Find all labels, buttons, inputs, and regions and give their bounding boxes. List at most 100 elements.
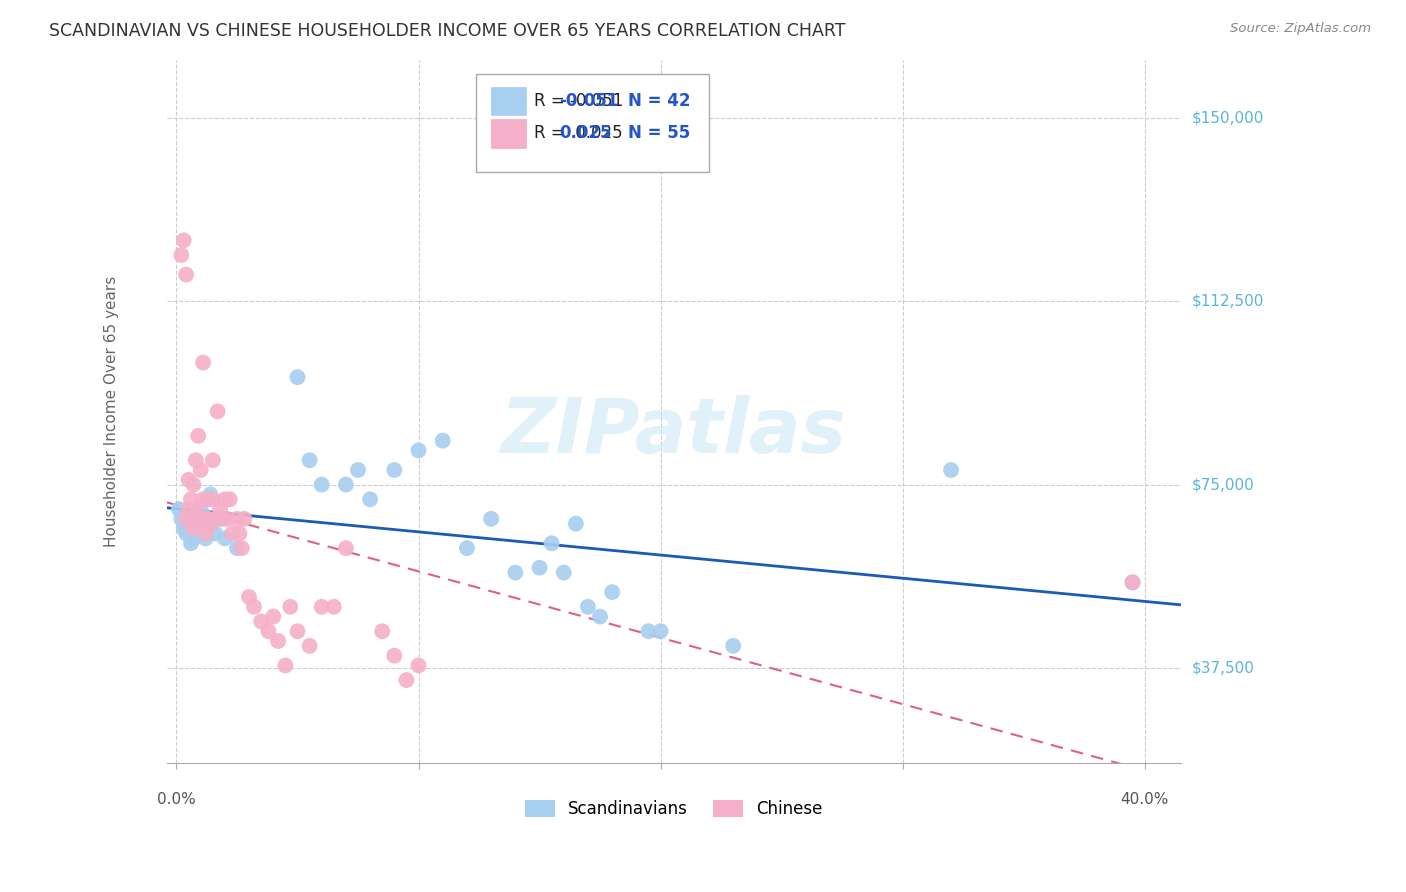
Point <box>214 492 236 507</box>
Text: SCANDINAVIAN VS CHINESE HOUSEHOLDER INCOME OVER 65 YEARS CORRELATION CHART: SCANDINAVIAN VS CHINESE HOUSEHOLDER INCO… <box>49 22 846 40</box>
Point <box>194 512 217 526</box>
Point <box>183 477 205 491</box>
Point <box>600 585 623 599</box>
Point <box>177 502 200 516</box>
Point <box>1122 575 1144 590</box>
Point <box>207 404 229 418</box>
FancyBboxPatch shape <box>477 74 710 172</box>
Point <box>204 526 226 541</box>
Point <box>274 658 297 673</box>
Point <box>287 624 309 639</box>
Point <box>187 512 209 526</box>
Point <box>650 624 672 639</box>
Point <box>382 463 405 477</box>
Point <box>204 512 226 526</box>
Point <box>456 541 478 556</box>
Point <box>298 453 321 467</box>
Point <box>238 590 260 604</box>
Point <box>1122 575 1144 590</box>
Point <box>183 532 205 546</box>
Point <box>174 526 197 541</box>
Point <box>278 599 301 614</box>
Point <box>231 541 253 556</box>
Point <box>359 492 381 507</box>
Point <box>233 512 256 526</box>
Point <box>311 477 333 491</box>
Point <box>190 512 212 526</box>
Point <box>183 522 205 536</box>
Text: 40.0%: 40.0% <box>1121 792 1168 807</box>
Point <box>565 516 588 531</box>
Point <box>589 609 612 624</box>
Point <box>170 512 193 526</box>
Point <box>174 512 197 526</box>
Point <box>187 526 209 541</box>
Point <box>408 443 430 458</box>
Point <box>637 624 659 639</box>
Point <box>180 536 202 550</box>
Point <box>221 526 243 541</box>
Point <box>217 512 239 526</box>
Point <box>395 673 418 687</box>
Point <box>211 512 233 526</box>
Point <box>201 492 224 507</box>
Point <box>187 429 209 443</box>
Point <box>197 492 219 507</box>
Point <box>173 522 195 536</box>
Point <box>257 624 280 639</box>
Point <box>479 512 502 526</box>
Point <box>167 502 190 516</box>
Point <box>170 248 193 262</box>
Point <box>200 516 222 531</box>
Text: -0.051: -0.051 <box>560 92 619 110</box>
Point <box>335 541 357 556</box>
Point <box>576 599 599 614</box>
Point <box>226 512 249 526</box>
Point <box>371 624 394 639</box>
Point <box>209 502 232 516</box>
Point <box>197 512 219 526</box>
Point <box>200 487 222 501</box>
Text: Householder Income Over 65 years: Householder Income Over 65 years <box>104 276 118 547</box>
Point <box>184 502 207 516</box>
Point <box>214 532 236 546</box>
Point <box>311 599 333 614</box>
Point <box>190 502 212 516</box>
Point <box>347 463 370 477</box>
Point <box>287 370 309 384</box>
Point <box>243 599 266 614</box>
Text: Source: ZipAtlas.com: Source: ZipAtlas.com <box>1230 22 1371 36</box>
Point <box>177 473 200 487</box>
Text: $112,500: $112,500 <box>1192 294 1264 309</box>
Point <box>218 492 240 507</box>
Text: $75,000: $75,000 <box>1192 477 1254 492</box>
Point <box>190 463 212 477</box>
Point <box>180 492 202 507</box>
Point <box>298 639 321 653</box>
Point <box>191 492 214 507</box>
Point <box>540 536 562 550</box>
Point <box>250 615 273 629</box>
Point <box>553 566 575 580</box>
Point <box>197 512 219 526</box>
Text: 0.0%: 0.0% <box>157 792 195 807</box>
Legend: Scandinavians, Chinese: Scandinavians, Chinese <box>519 794 830 825</box>
Point <box>184 453 207 467</box>
Point <box>201 453 224 467</box>
Point <box>939 463 962 477</box>
Point <box>267 634 290 648</box>
Point <box>177 516 200 531</box>
Text: N = 42: N = 42 <box>628 92 690 110</box>
Point <box>335 477 357 491</box>
Point <box>721 639 744 653</box>
Point <box>209 512 232 526</box>
Point <box>173 233 195 247</box>
Text: N = 55: N = 55 <box>628 125 690 143</box>
Text: R =  0.025: R = 0.025 <box>534 125 623 143</box>
Text: $37,500: $37,500 <box>1192 660 1256 675</box>
Point <box>174 268 197 282</box>
FancyBboxPatch shape <box>491 120 526 147</box>
Point <box>228 526 250 541</box>
Point <box>180 512 202 526</box>
Point <box>191 355 214 369</box>
